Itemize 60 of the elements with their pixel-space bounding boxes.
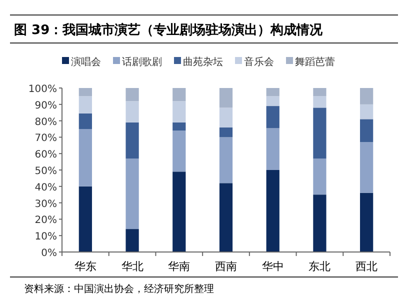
- x-tick-label: 华中: [262, 260, 284, 273]
- bar: [313, 96, 326, 108]
- bar: [313, 88, 326, 96]
- x-tick-label: 华东: [74, 260, 96, 273]
- y-tick-label: 0%: [41, 248, 57, 259]
- y-tick-label: 90%: [34, 100, 57, 112]
- bar: [172, 101, 186, 122]
- legend-label: 舞蹈芭蕾: [295, 56, 335, 68]
- bar: [266, 170, 280, 252]
- y-tick-label: 30%: [34, 198, 57, 210]
- x-tick-label: 华南: [168, 260, 190, 273]
- bar: [126, 101, 139, 122]
- x-tick-label: 华北: [121, 260, 144, 273]
- y-tick-label: 80%: [34, 116, 57, 128]
- bar: [126, 122, 139, 159]
- bar: [219, 108, 233, 128]
- y-tick-label: 40%: [34, 182, 57, 194]
- bar: [78, 96, 92, 114]
- bar: [266, 106, 280, 128]
- bar: [126, 158, 139, 230]
- legend-label: 话剧歌剧: [122, 56, 162, 68]
- y-tick-label: 50%: [34, 166, 57, 177]
- bar: [219, 127, 233, 138]
- bar: [172, 172, 186, 252]
- legend-label: 音乐会: [244, 56, 274, 68]
- bar: [360, 119, 374, 142]
- bar: [78, 186, 92, 252]
- bar: [172, 122, 186, 131]
- y-tick-label: 20%: [34, 215, 57, 226]
- text: 资料来源：中国演出协会，经济研究所整理: [24, 283, 214, 295]
- bar: [360, 192, 374, 252]
- bar: [266, 96, 280, 106]
- bar: [126, 229, 139, 252]
- bar: [313, 194, 326, 252]
- y-tick-label: 10%: [34, 232, 57, 243]
- bar: [172, 88, 186, 102]
- y-tick-label: 60%: [34, 150, 57, 161]
- bar: [78, 129, 92, 186]
- legend-label: 曲苑杂坛: [183, 56, 223, 68]
- y-tick-label: 70%: [34, 133, 57, 144]
- x-tick-label: 西北: [356, 260, 378, 273]
- bar: [266, 128, 280, 170]
- bar: [360, 142, 374, 193]
- x-tick-label: 东北: [308, 260, 331, 273]
- y-tick-label: 100%: [28, 84, 57, 95]
- bar: [313, 158, 326, 195]
- bar: [126, 88, 139, 102]
- bar: [78, 113, 92, 129]
- bar: [219, 183, 233, 252]
- x-tick-label: 西南: [215, 260, 237, 273]
- bar: [360, 104, 374, 120]
- bar: [219, 88, 233, 108]
- bar: [78, 88, 92, 96]
- bar: [313, 108, 326, 159]
- bar: [266, 88, 280, 96]
- bar: [219, 137, 233, 184]
- legend-label: 演唱会: [71, 56, 101, 68]
- chart-title: 图 39：我国城市演艺（专业剧场驻场演出）构成情况: [14, 22, 324, 38]
- bar: [360, 88, 374, 104]
- bar: [172, 130, 186, 172]
